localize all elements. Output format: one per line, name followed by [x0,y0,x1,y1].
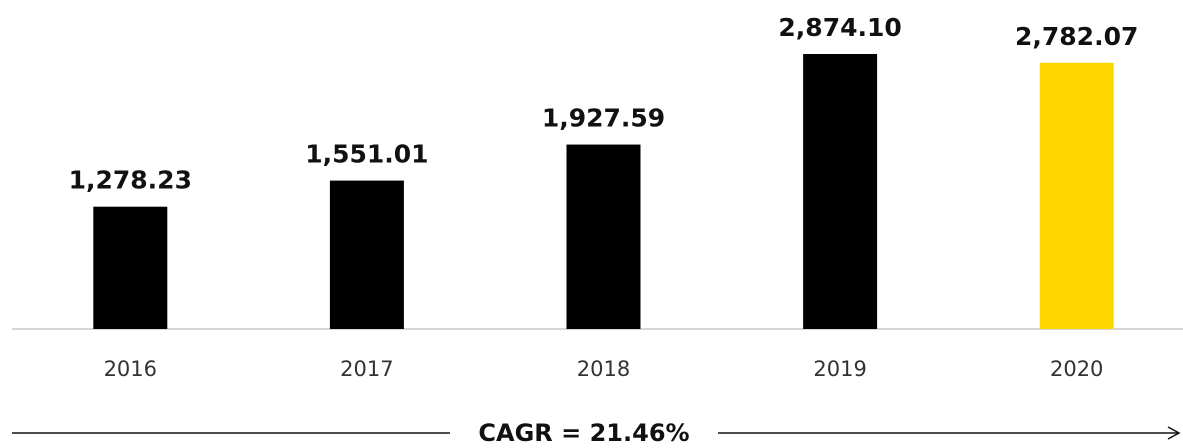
value-label: 2,782.07 [1015,22,1138,51]
bar [566,144,641,329]
x-tick-label: 2020 [1050,357,1103,381]
value-label: 1,927.59 [542,104,665,133]
x-tick-label: 2017 [340,357,393,381]
annotation: CAGR = 21.46% [478,419,689,447]
bar [1039,62,1114,329]
value-label: 2,874.10 [778,13,901,42]
bar [329,180,404,329]
bar [803,54,878,329]
x-tick-label: 2018 [577,357,630,381]
bar [93,206,168,329]
arrow-head [1167,426,1181,440]
x-tick-label: 2016 [104,357,157,381]
value-label: 1,278.23 [69,166,192,195]
value-label: 1,551.01 [305,140,428,169]
x-tick-label: 2019 [813,357,866,381]
